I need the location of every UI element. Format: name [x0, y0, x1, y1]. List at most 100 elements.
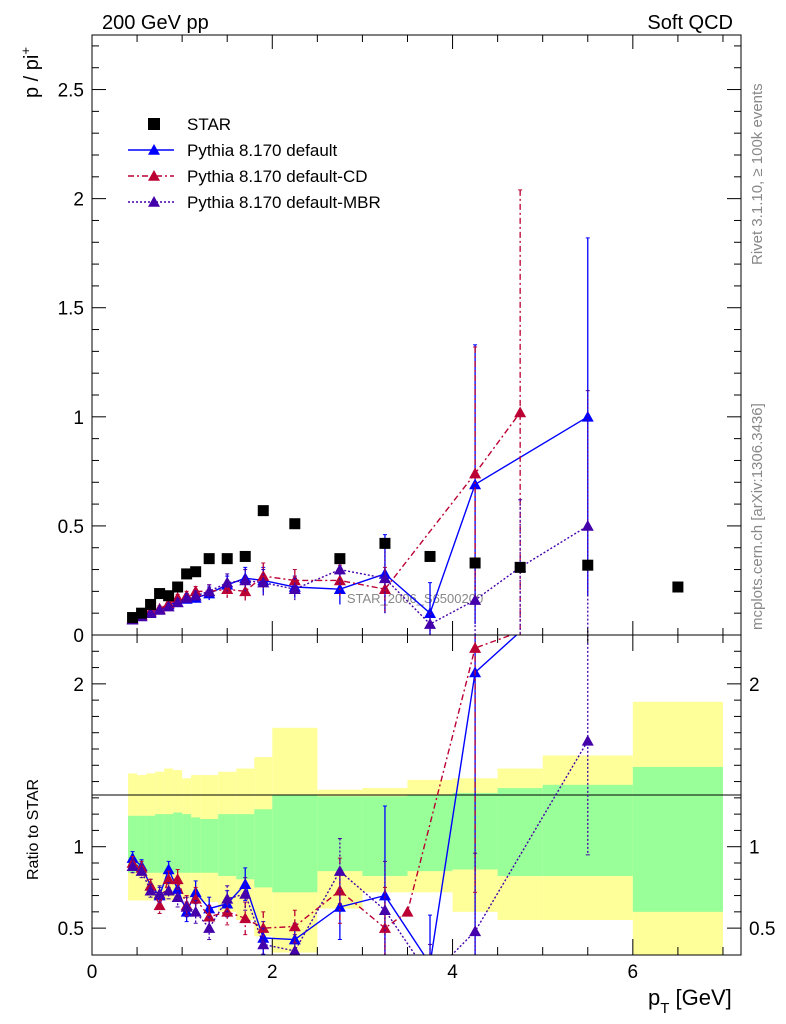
star-point [145, 598, 157, 610]
main-panel: STAR_2006_S6500200 00.511.522.5 p / pi+ … [18, 34, 742, 647]
ratio-band-inner [542, 784, 633, 877]
star-point [582, 559, 594, 571]
ratio-cd-point [378, 922, 391, 933]
mbr-point [257, 576, 270, 588]
mbr-point [424, 618, 437, 629]
ratio-panel: 0.5 0.5 1 1 2 2 0 2 4 6 Ratio to STAR pT [GeV] [25, 634, 775, 1017]
main-y-axis-label: p / pi+ [18, 47, 43, 98]
header-right: Soft QCD [647, 12, 733, 34]
main-y-tick-label: 1 [73, 408, 84, 429]
mbr-point [189, 589, 202, 601]
cd-point [514, 406, 527, 418]
ratio-mbr-point [203, 922, 216, 933]
ratio-band-inner [236, 814, 255, 880]
main-y-tick-label: 0.5 [58, 517, 84, 538]
star-point [136, 607, 148, 619]
mbr-point [333, 563, 346, 575]
ratio-band-inner [155, 814, 165, 873]
ratio-default-point [333, 900, 346, 912]
legend-star-marker [148, 118, 160, 130]
legend-cd-marker [148, 170, 160, 181]
ratio-mbr-point [289, 944, 301, 955]
star-point [221, 553, 233, 565]
ratio-mbr-point [126, 860, 139, 872]
star-point [257, 505, 269, 517]
ratio-y-tick-label-right: 1 [749, 838, 760, 859]
ratio-cd-point [189, 892, 202, 904]
ratio-mbr-point [180, 900, 193, 912]
mbr-point [239, 574, 252, 586]
ratio-x-tick-label: 4 [447, 962, 458, 983]
ratio-mbr-point [239, 887, 252, 899]
ratio-band-inner [632, 766, 723, 912]
ratio-cd-line [132, 635, 514, 930]
x-axis-label: pT [GeV] [648, 985, 732, 1017]
ratio-mbr-point [153, 887, 166, 899]
ratio-mbr-point [257, 938, 270, 950]
star-point [190, 566, 202, 578]
star-point [379, 537, 391, 549]
mcplots-label: mcplots.cern.ch [arXiv:1306.3436] [749, 403, 766, 630]
mbr-point [153, 603, 166, 615]
ratio-y-tick-label-right: 2 [749, 675, 760, 696]
ratio-cd-point [153, 899, 166, 911]
ratio-y-tick-label-right: 0.5 [749, 919, 775, 940]
ratio-frame [91, 634, 742, 956]
star-point [154, 588, 166, 600]
star-point [203, 553, 215, 565]
ratio-mbr-point [221, 892, 234, 904]
legend: STAR Pythia 8.170 default Pythia 8.170 def… [128, 115, 381, 212]
mbr-point [378, 572, 391, 584]
main-y-tick-label: 2.5 [58, 81, 84, 102]
mbr-point [171, 596, 184, 608]
ratio-band-inner [146, 815, 156, 873]
legend-default-marker [148, 144, 160, 155]
legend-cd-label: Pythia 8.170 default-CD [187, 167, 368, 186]
mbr-point [180, 591, 193, 603]
ratio-mbr-point [135, 865, 148, 876]
ratio-cd-point [257, 922, 270, 933]
legend-star-label: STAR [187, 115, 231, 134]
ratio-cd-point [401, 905, 414, 917]
ratio-cd-point [469, 642, 482, 653]
default-line [132, 416, 589, 620]
ratio-cd-point [333, 884, 346, 896]
ratio-band-inner [200, 819, 219, 873]
header-left: 200 GeV pp [102, 12, 209, 34]
ratio-band-inner [128, 815, 138, 873]
mbr-point [203, 585, 216, 597]
cd-line [132, 412, 521, 620]
ratio-y-axis-label: Ratio to STAR [25, 779, 42, 880]
ratio-cd-point [162, 873, 175, 885]
ratio-mbr-point [189, 905, 202, 917]
ratio-band-inner [218, 814, 237, 877]
star-point [239, 550, 251, 562]
ratio-x-tick-label: 2 [267, 962, 278, 983]
ratio-x-tick-label: 0 [87, 962, 98, 983]
star-point [514, 561, 526, 573]
cd-point [469, 467, 482, 479]
ratio-band-inner [173, 812, 183, 873]
ratio-mbr-point [469, 925, 482, 937]
ratio-band-inner [137, 815, 147, 873]
ratio-cd-point [203, 910, 216, 922]
main-y-tick-label: 0 [73, 626, 84, 647]
ratio-y-tick-label: 1 [73, 838, 84, 859]
legend-default-label: Pythia 8.170 default [187, 141, 338, 160]
mbr-point [221, 576, 234, 588]
star-point [334, 553, 346, 565]
main-y-tick-label: 1.5 [58, 299, 84, 320]
default-point [424, 607, 437, 618]
legend-mbr-marker [148, 196, 160, 207]
ratio-mbr-point [162, 884, 175, 896]
mbr-point [469, 594, 482, 605]
star-point [289, 518, 301, 530]
watermark: STAR_2006_S6500200 [347, 591, 483, 606]
star-point [469, 557, 481, 569]
ratio-mbr-point [144, 884, 157, 896]
ratio-mbr-point [333, 865, 346, 876]
legend-mbr-label: Pythia 8.170 default-MBR [187, 193, 381, 212]
ratio-band-inner [272, 794, 318, 893]
ratio-mbr-point [171, 891, 184, 902]
